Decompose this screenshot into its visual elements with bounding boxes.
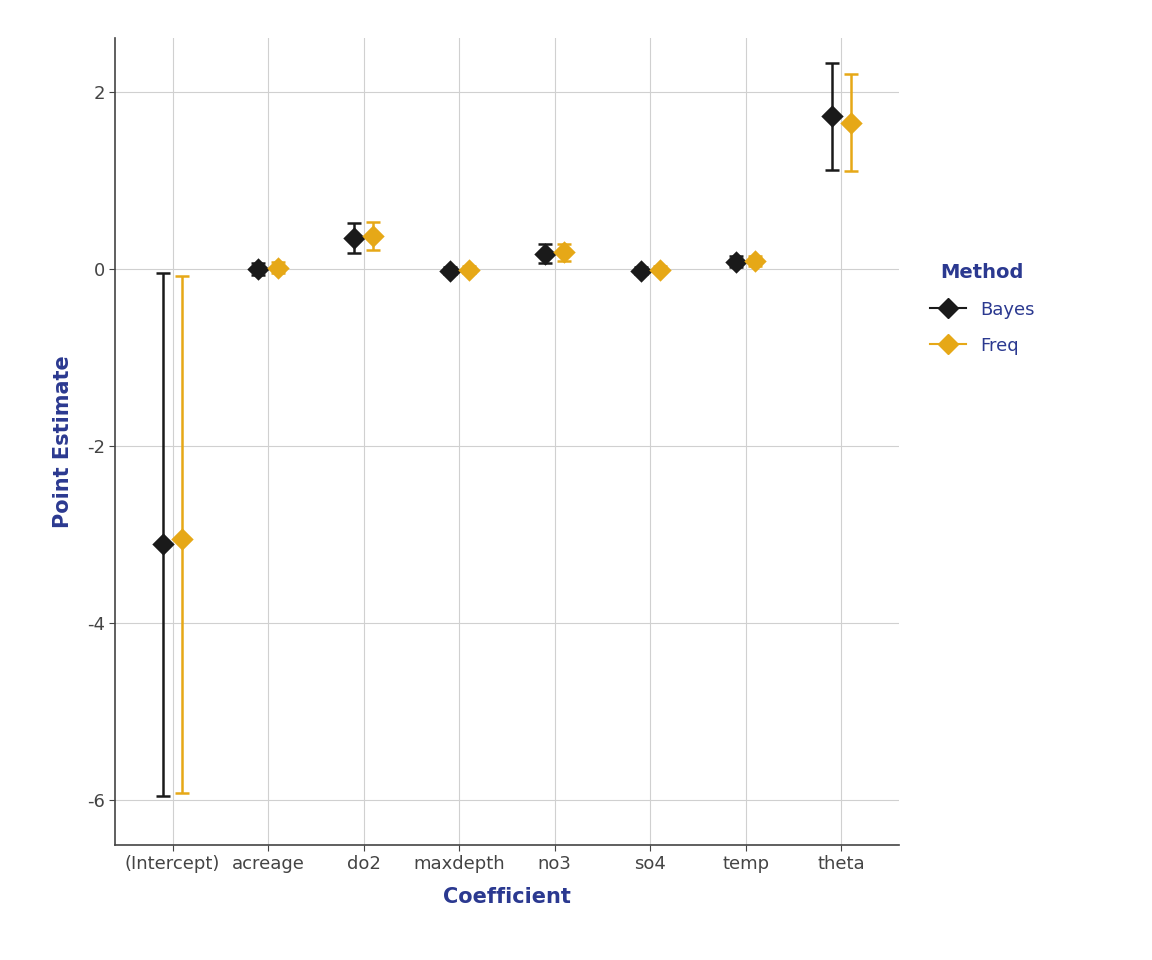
Point <box>555 244 574 259</box>
Point <box>440 263 458 278</box>
Point <box>727 254 745 270</box>
Point <box>536 246 554 261</box>
Point <box>842 115 861 131</box>
Point <box>249 261 267 276</box>
Point <box>651 262 669 277</box>
Point <box>746 253 765 269</box>
Point <box>173 532 191 547</box>
Point <box>344 230 363 246</box>
Point <box>153 536 172 551</box>
Point <box>268 260 287 276</box>
Point <box>460 262 478 277</box>
Point <box>364 228 382 244</box>
Point <box>823 108 841 124</box>
Y-axis label: Point Estimate: Point Estimate <box>53 355 73 528</box>
Legend: Bayes, Freq: Bayes, Freq <box>916 249 1049 369</box>
X-axis label: Coefficient: Coefficient <box>442 887 571 907</box>
Point <box>631 263 650 278</box>
